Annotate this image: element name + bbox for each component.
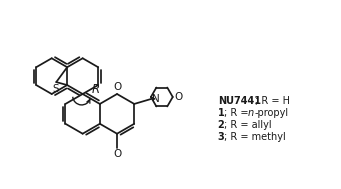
Text: S: S: [52, 84, 59, 94]
Text: ; R = allyl: ; R = allyl: [224, 120, 271, 130]
Text: 3: 3: [218, 132, 224, 142]
Text: n: n: [248, 108, 254, 118]
Text: ; R =: ; R =: [224, 108, 251, 118]
Text: ; R = H: ; R = H: [255, 96, 291, 106]
Text: -propyl: -propyl: [254, 108, 288, 118]
Text: O: O: [174, 92, 182, 102]
Text: NU7441: NU7441: [218, 96, 261, 106]
Text: R: R: [92, 83, 100, 96]
Text: 1: 1: [218, 108, 224, 118]
Text: O: O: [113, 149, 121, 159]
Text: N: N: [152, 94, 160, 104]
Text: ; R = methyl: ; R = methyl: [224, 132, 285, 142]
Text: 2: 2: [218, 120, 224, 130]
Text: O: O: [113, 81, 121, 91]
